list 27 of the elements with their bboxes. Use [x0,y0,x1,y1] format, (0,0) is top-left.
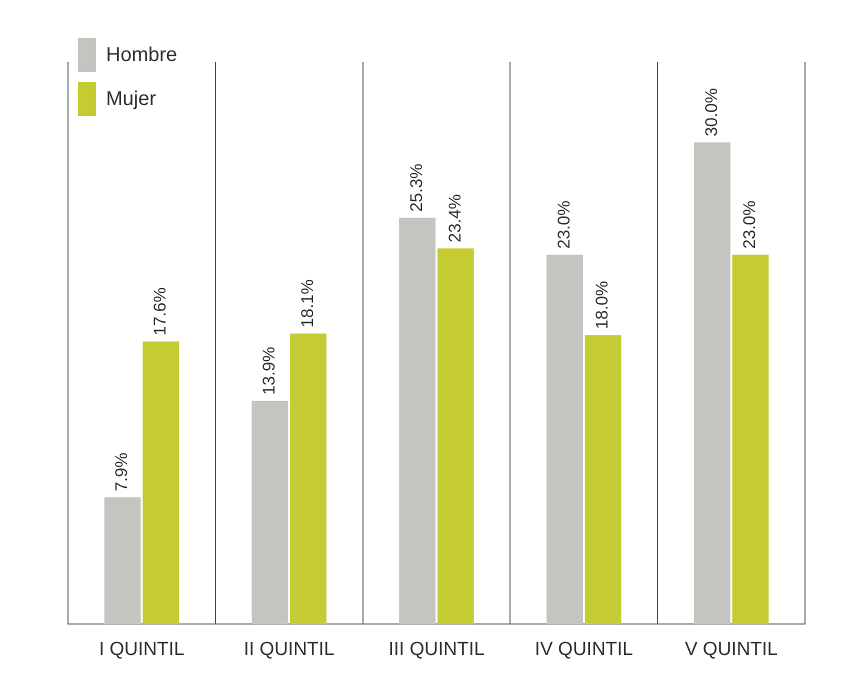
bar [546,254,583,624]
legend-label: Mujer [106,88,156,110]
x-tick-label: III QUINTIL [388,638,485,660]
bar [732,254,769,624]
data-label: 23.0% [740,200,760,249]
legend-label: Hombre [106,44,178,66]
bar [104,497,141,624]
bar [399,218,436,624]
bar [142,341,180,624]
data-label: 13.9% [260,346,279,395]
bar [290,333,326,624]
data-label: 23.4% [445,194,464,242]
data-label: 25.3% [407,164,426,212]
data-label: 30.0% [702,88,721,136]
data-label: 7.9% [112,452,132,492]
x-tick-label: I QUINTIL [98,638,184,660]
data-label: 23.0% [554,200,574,249]
data-label: 18.0% [592,280,612,330]
bar [584,335,622,624]
x-tick-label: IV QUINTIL [534,638,633,660]
data-label: 17.6% [150,287,170,336]
x-tick-label: V QUINTIL [684,638,778,660]
x-tick-label: II QUINTIL [244,638,334,660]
bar [437,248,474,624]
data-label: 18.1% [298,279,317,328]
bar [694,142,730,624]
bar [252,400,288,624]
